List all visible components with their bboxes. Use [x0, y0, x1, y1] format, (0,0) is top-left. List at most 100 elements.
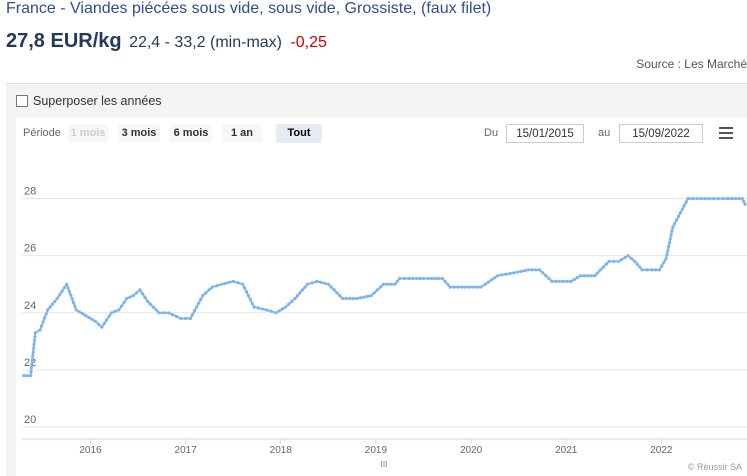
price-data-point [120, 304, 124, 308]
price-data-point [30, 362, 34, 366]
price-data-point [348, 296, 352, 301]
price-data-point [463, 285, 467, 289]
price-data-point [199, 297, 203, 302]
price-data-point [414, 276, 418, 281]
price-data-point [541, 271, 545, 275]
price-data-point [29, 374, 33, 378]
price-data-point [504, 272, 508, 276]
price-data-point [140, 292, 145, 296]
price-data-point [48, 305, 52, 309]
price-data-point [84, 314, 88, 318]
price-data-point [32, 339, 37, 343]
price-data-point [601, 265, 605, 269]
chart-credits: © Réussir SA [688, 462, 742, 472]
price-data-point [526, 268, 530, 272]
price-data-point [369, 294, 373, 298]
price-data-point [55, 296, 59, 301]
price-data-point [117, 308, 121, 312]
range-all-button[interactable]: Tout [276, 124, 322, 143]
price-data-point [486, 280, 490, 284]
price-data-point [550, 279, 554, 283]
price-data-point [544, 274, 548, 278]
price-data-point [666, 249, 670, 253]
price-data-point [131, 294, 135, 298]
price-data-point [730, 197, 734, 201]
price-data-point [598, 268, 603, 272]
overlay-years-checkbox[interactable] [16, 95, 28, 107]
price-data-point [227, 280, 231, 284]
price-data-point [138, 288, 142, 292]
price-data-point [29, 366, 33, 370]
price-data-point [69, 293, 73, 297]
price-data-point [256, 306, 260, 310]
price-data-point [565, 279, 569, 283]
range-1-year-button[interactable]: 1 an [222, 124, 262, 143]
price-data-point [50, 302, 55, 306]
price-data-point [46, 308, 50, 312]
price-data-point [607, 259, 611, 263]
price-data-point [680, 207, 684, 211]
price-data-point [657, 268, 662, 272]
overlay-years-toggle[interactable]: Superposer les années [16, 94, 162, 108]
price-data-point [33, 331, 37, 335]
price-data-point [475, 285, 479, 289]
y-tick-label: 28 [24, 186, 36, 198]
price-data-point [351, 296, 355, 301]
price-data-point [716, 197, 721, 201]
price-data-point [489, 278, 494, 282]
price-data-point [493, 276, 497, 280]
price-data-point [332, 288, 336, 292]
price-data-point [626, 254, 630, 258]
to-date-input[interactable]: 15/09/2022 [619, 124, 703, 143]
price-data-point [166, 311, 171, 315]
price-data-point [70, 297, 74, 301]
price-data-point [712, 197, 716, 201]
price-data-point [707, 197, 711, 201]
price-data-point [446, 282, 450, 286]
price-data-point [402, 276, 407, 281]
range-6-months-button[interactable]: 6 mois [170, 124, 212, 143]
price-data-point [102, 321, 106, 326]
price-data-point [662, 260, 666, 264]
price-data-point [737, 197, 741, 201]
price-data-point [572, 277, 576, 282]
price-data-point [122, 300, 126, 304]
price-data-point [635, 262, 639, 266]
price-data-point [684, 200, 688, 204]
price-data-point [395, 279, 399, 283]
price-data-point [479, 285, 483, 289]
price-data-point [452, 285, 456, 289]
price-data-point [32, 346, 36, 350]
price-data-point [676, 214, 681, 218]
price-data-point [667, 245, 671, 249]
range-1-month-button[interactable]: 1 mois [68, 124, 108, 143]
price-data-point [87, 315, 91, 320]
price-data-point [456, 285, 460, 289]
page-title: France - Viandes piécées sous vide, sous… [6, 0, 492, 17]
price-data-point [81, 312, 85, 316]
price-data-point [220, 282, 224, 286]
price-data-point [303, 285, 307, 289]
price-data-point [596, 271, 600, 275]
price-data-point [530, 268, 534, 272]
price-data-point [66, 286, 70, 290]
y-tick-label: 24 [24, 300, 36, 312]
price-data-point [274, 311, 278, 315]
price-data-point [483, 282, 487, 286]
price-data-point [231, 279, 235, 283]
price-data-point [246, 294, 250, 298]
price-data-point [190, 313, 195, 317]
price-data-point [29, 370, 33, 374]
price-data-point [305, 282, 309, 286]
price-data-point [105, 318, 109, 322]
price-data-point [381, 282, 386, 286]
price-data-point [604, 262, 608, 266]
range-3-months-button[interactable]: 3 mois [118, 124, 160, 143]
price-data-point [73, 304, 77, 308]
price-data-point [269, 309, 273, 313]
hamburger-menu-icon[interactable] [719, 127, 733, 139]
from-date-input[interactable]: 15/01/2015 [506, 124, 584, 143]
price-data-point [22, 374, 26, 378]
price-delta: -0,25 [290, 34, 327, 51]
price-data-point [675, 218, 679, 222]
